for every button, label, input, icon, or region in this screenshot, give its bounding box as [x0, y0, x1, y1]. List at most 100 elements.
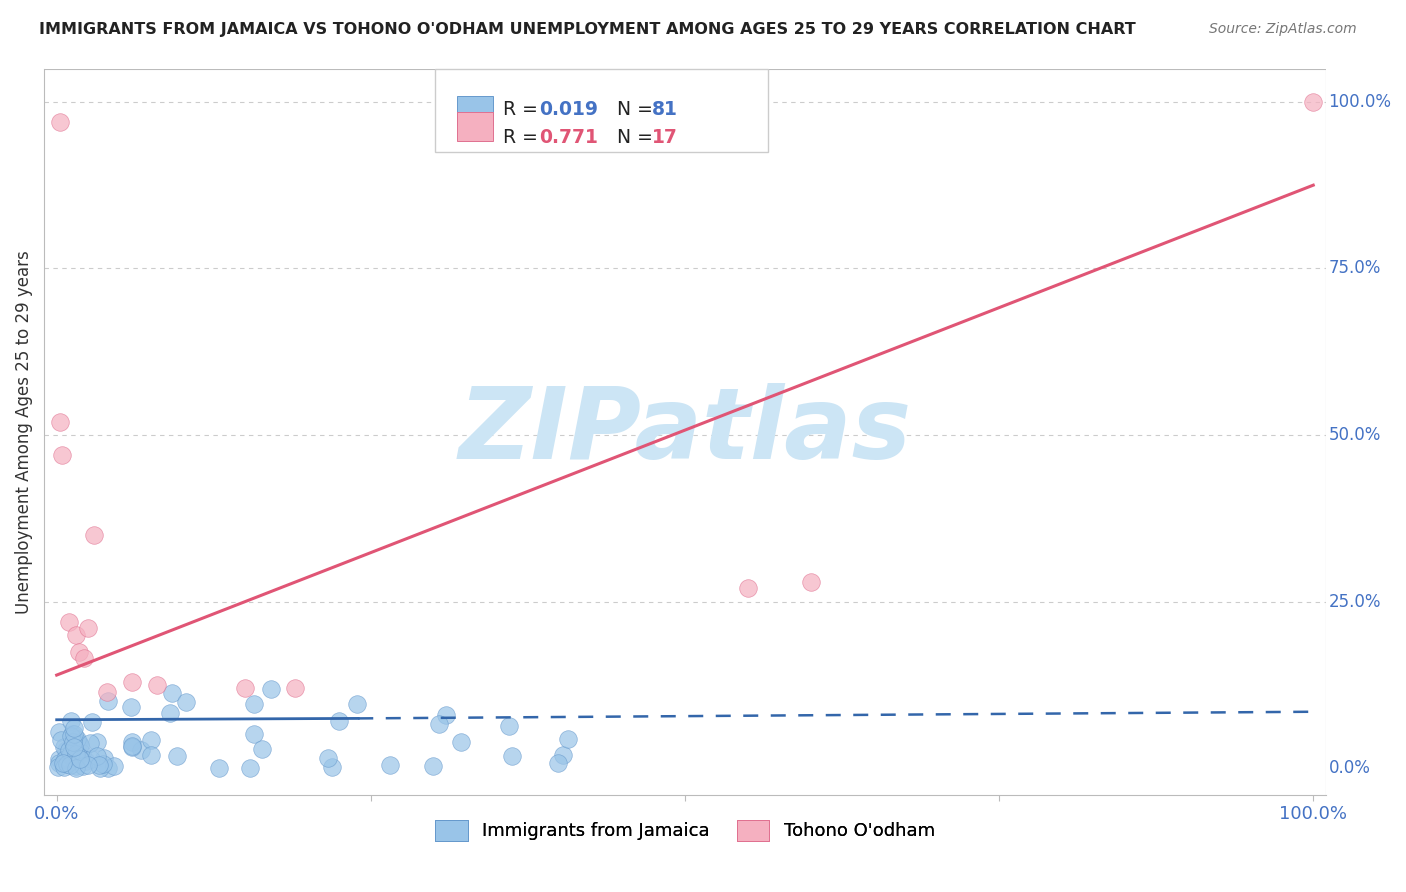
Point: [66, 732, 89, 747]
Point: [547, 756, 569, 771]
Point: [48, 756, 70, 770]
Point: [72, 759, 94, 773]
Point: [800, 574, 823, 589]
Point: [208, 761, 231, 775]
Point: [121, 739, 143, 754]
Point: [243, 727, 266, 741]
Point: [233, 681, 256, 696]
Point: [60, 726, 83, 740]
Point: [58, 615, 80, 629]
Point: [52, 760, 75, 774]
Point: [77, 757, 100, 772]
Point: [58, 743, 80, 757]
Point: [260, 681, 283, 696]
Point: [239, 760, 262, 774]
Text: 81: 81: [651, 101, 678, 120]
Point: [62, 735, 84, 749]
Point: [553, 748, 575, 763]
Text: N =: N =: [599, 128, 659, 147]
Point: [59, 714, 82, 728]
Text: N =: N =: [599, 101, 659, 120]
Point: [52, 756, 75, 770]
Text: Source: ZipAtlas.com: Source: ZipAtlas.com: [1209, 22, 1357, 37]
Point: [346, 697, 368, 711]
Point: [83, 528, 105, 542]
Point: [67, 645, 90, 659]
Point: [316, 750, 339, 764]
Point: [46, 760, 69, 774]
Point: [96, 685, 118, 699]
Point: [162, 686, 184, 700]
Point: [146, 678, 169, 692]
Point: [557, 732, 579, 747]
Point: [91, 757, 114, 772]
Point: [103, 759, 125, 773]
FancyBboxPatch shape: [457, 96, 492, 125]
Point: [737, 582, 759, 596]
Text: 50.0%: 50.0%: [1329, 426, 1381, 444]
Point: [48, 725, 70, 739]
Point: [129, 743, 152, 757]
Point: [378, 757, 401, 772]
Point: [121, 735, 143, 749]
Point: [49, 415, 72, 429]
Point: [121, 739, 143, 753]
Point: [63, 726, 86, 740]
Point: [89, 761, 111, 775]
Point: [73, 651, 96, 665]
Point: [321, 759, 343, 773]
Text: 25.0%: 25.0%: [1329, 593, 1381, 611]
Point: [59, 758, 82, 772]
Point: [174, 695, 197, 709]
Point: [51, 448, 73, 462]
Text: 0.019: 0.019: [538, 101, 598, 120]
Text: R =: R =: [503, 128, 544, 147]
Point: [80, 752, 103, 766]
Text: ZIPatlas: ZIPatlas: [458, 384, 911, 480]
Point: [427, 717, 450, 731]
Point: [53, 740, 76, 755]
Point: [65, 751, 87, 765]
Point: [70, 746, 93, 760]
Point: [77, 622, 100, 636]
Point: [450, 735, 472, 749]
Point: [159, 706, 181, 720]
Text: 75.0%: 75.0%: [1329, 260, 1381, 277]
Point: [328, 714, 350, 728]
Point: [69, 752, 91, 766]
Point: [97, 694, 120, 708]
Point: [53, 752, 76, 766]
Point: [93, 751, 115, 765]
Point: [121, 674, 143, 689]
Point: [75, 754, 97, 768]
Point: [65, 747, 87, 761]
Point: [139, 747, 162, 762]
Point: [49, 115, 72, 129]
Point: [60, 729, 83, 743]
Text: IMMIGRANTS FROM JAMAICA VS TOHONO O'ODHAM UNEMPLOYMENT AMONG AGES 25 TO 29 YEARS: IMMIGRANTS FROM JAMAICA VS TOHONO O'ODHA…: [39, 22, 1136, 37]
Point: [284, 681, 307, 696]
Text: 0.771: 0.771: [538, 128, 598, 147]
FancyBboxPatch shape: [434, 69, 768, 152]
Point: [62, 740, 84, 755]
Point: [65, 761, 87, 775]
Text: 17: 17: [651, 128, 678, 147]
Point: [498, 719, 520, 733]
Point: [65, 628, 87, 642]
Point: [63, 737, 86, 751]
Point: [139, 733, 162, 747]
Point: [166, 749, 188, 764]
Point: [422, 758, 444, 772]
Text: 0.0%: 0.0%: [1329, 759, 1371, 778]
Point: [69, 738, 91, 752]
Point: [79, 736, 101, 750]
Point: [63, 722, 86, 736]
Point: [56, 750, 79, 764]
Point: [120, 699, 142, 714]
Point: [67, 734, 90, 748]
Point: [60, 746, 83, 760]
Point: [56, 757, 79, 772]
Point: [86, 735, 108, 749]
Text: R =: R =: [503, 101, 544, 120]
Point: [48, 752, 70, 766]
